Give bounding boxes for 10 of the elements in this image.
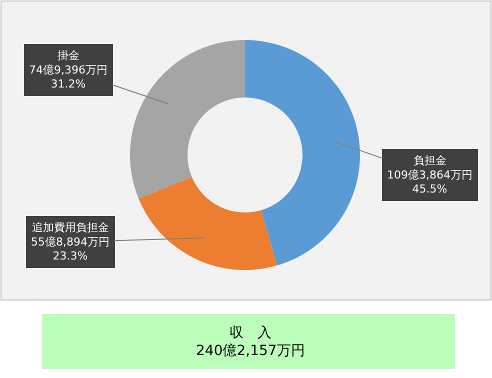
- slice-label: 追加費用負担金: [32, 221, 109, 234]
- slice-label: 負担金: [413, 154, 446, 167]
- donut-slice: [138, 176, 278, 270]
- slice-label: 掛金: [57, 49, 80, 62]
- data-label: 55億8,894万円 23.3%: [31, 235, 110, 263]
- data-label: 109億3,864万円 45.5%: [387, 168, 472, 196]
- donut-slice: [130, 40, 245, 199]
- data-label: 74億9,396万円 31.2%: [29, 63, 108, 91]
- text: 収 入 240億2,157万円: [196, 325, 305, 360]
- donut-slice: [245, 40, 360, 266]
